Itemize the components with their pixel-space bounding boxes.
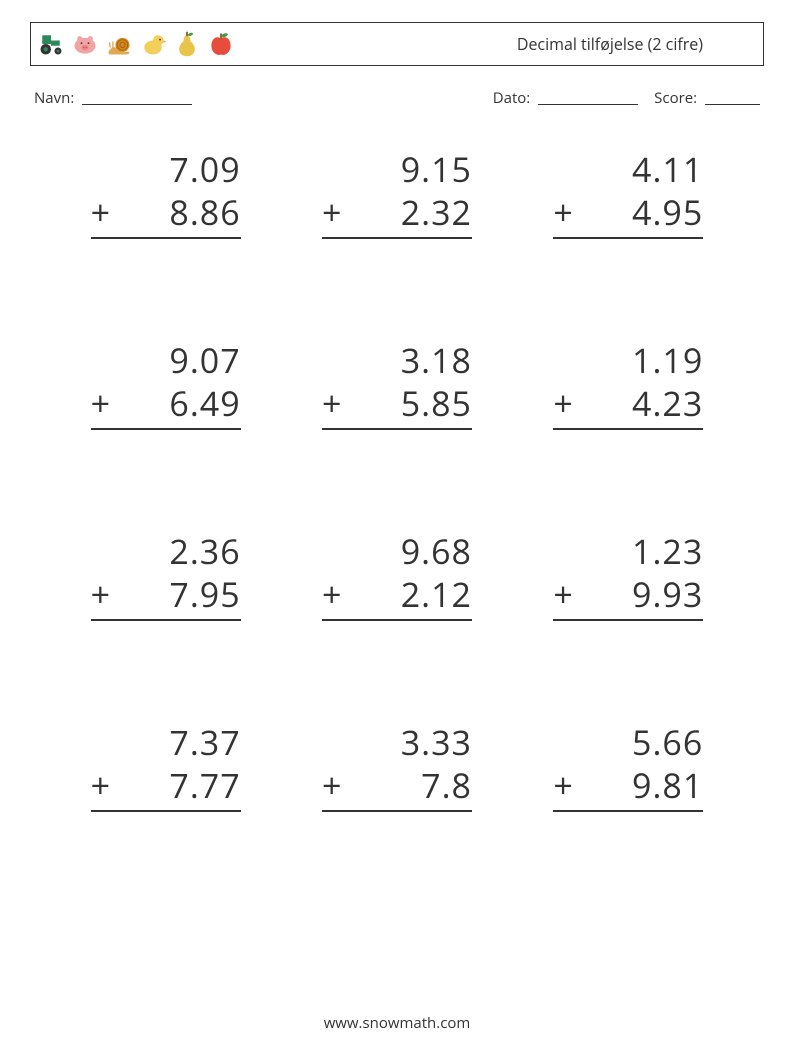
operand-bottom: 2.12: [346, 573, 472, 616]
date-blank[interactable]: [538, 104, 638, 105]
operand-bottom: 8.86: [115, 191, 241, 234]
operator: +: [553, 764, 577, 807]
answer-line: [91, 237, 241, 239]
operand-bottom-row: +8.86: [91, 191, 241, 234]
operand-bottom: 9.93: [577, 573, 703, 616]
pig-icon: [71, 30, 99, 58]
problem: 7.09+8.86: [91, 148, 241, 239]
operand-top: 7.37: [91, 721, 241, 764]
operand-top: 9.07: [91, 339, 241, 382]
operator: +: [91, 573, 115, 616]
operand-bottom: 4.95: [577, 191, 703, 234]
operand-bottom: 4.23: [577, 382, 703, 425]
answer-line: [553, 428, 703, 430]
problem: 9.07+6.49: [91, 339, 241, 430]
problem: 5.66+9.81: [553, 721, 703, 812]
answer-line: [553, 237, 703, 239]
operand-top: 7.09: [91, 148, 241, 191]
operand-bottom-row: +4.23: [553, 382, 703, 425]
operand-bottom-row: +5.85: [322, 382, 472, 425]
problem: 2.36+7.95: [91, 530, 241, 621]
pear-icon: [173, 30, 201, 58]
answer-line: [322, 810, 472, 812]
operator: +: [91, 764, 115, 807]
footer-url: www.snowmath.com: [0, 1013, 794, 1033]
operand-bottom-row: +4.95: [553, 191, 703, 234]
operand-bottom: 7.8: [346, 764, 472, 807]
meta-left: Navn:: [34, 88, 192, 108]
operand-bottom-row: +9.93: [553, 573, 703, 616]
operand-bottom-row: +7.8: [322, 764, 472, 807]
operand-top: 3.18: [322, 339, 472, 382]
operand-bottom-row: +7.77: [91, 764, 241, 807]
score-label-text: Score:: [654, 88, 697, 108]
name-blank[interactable]: [82, 104, 192, 105]
apple-icon: [207, 30, 235, 58]
operand-top: 1.23: [553, 530, 703, 573]
problem-grid: 7.09+8.869.15+2.324.11+4.959.07+6.493.18…: [30, 148, 764, 812]
operator: +: [553, 191, 577, 234]
operand-top: 4.11: [553, 148, 703, 191]
operand-top: 9.15: [322, 148, 472, 191]
operand-bottom-row: +2.12: [322, 573, 472, 616]
answer-line: [553, 619, 703, 621]
operand-bottom-row: +2.32: [322, 191, 472, 234]
operator: +: [322, 382, 346, 425]
operator: +: [553, 573, 577, 616]
problem: 3.33+7.8: [322, 721, 472, 812]
problem: 4.11+4.95: [553, 148, 703, 239]
score-blank[interactable]: [705, 104, 760, 105]
problem: 1.19+4.23: [553, 339, 703, 430]
operator: +: [322, 191, 346, 234]
answer-line: [553, 810, 703, 812]
problem: 3.18+5.85: [322, 339, 472, 430]
answer-line: [91, 428, 241, 430]
page: Decimal tilføjelse (2 cifre) Navn: Dato:…: [0, 0, 794, 1053]
problem: 9.68+2.12: [322, 530, 472, 621]
header-bar: Decimal tilføjelse (2 cifre): [30, 22, 764, 66]
operator: +: [322, 573, 346, 616]
operand-top: 2.36: [91, 530, 241, 573]
operator: +: [91, 382, 115, 425]
score-label: Score:: [654, 88, 760, 108]
answer-line: [322, 237, 472, 239]
problem: 9.15+2.32: [322, 148, 472, 239]
operator: +: [322, 764, 346, 807]
operand-bottom-row: +9.81: [553, 764, 703, 807]
operator: +: [91, 191, 115, 234]
name-label-text: Navn:: [34, 88, 74, 108]
operand-bottom: 5.85: [346, 382, 472, 425]
operand-bottom: 2.32: [346, 191, 472, 234]
answer-line: [322, 619, 472, 621]
chick-icon: [139, 30, 167, 58]
worksheet-title: Decimal tilføjelse (2 cifre): [517, 33, 753, 55]
date-label: Dato:: [493, 88, 638, 108]
operator: +: [553, 382, 577, 425]
meta-row: Navn: Dato: Score:: [30, 88, 764, 108]
problem: 1.23+9.93: [553, 530, 703, 621]
answer-line: [322, 428, 472, 430]
tractor-icon: [37, 30, 65, 58]
answer-line: [91, 619, 241, 621]
operand-bottom: 9.81: [577, 764, 703, 807]
operand-bottom-row: +7.95: [91, 573, 241, 616]
operand-top: 5.66: [553, 721, 703, 764]
snail-icon: [105, 30, 133, 58]
operand-top: 3.33: [322, 721, 472, 764]
name-label: Navn:: [34, 88, 192, 108]
answer-line: [91, 810, 241, 812]
meta-right: Dato: Score:: [493, 88, 760, 108]
operand-bottom: 7.95: [115, 573, 241, 616]
date-label-text: Dato:: [493, 88, 531, 108]
operand-top: 1.19: [553, 339, 703, 382]
problem: 7.37+7.77: [91, 721, 241, 812]
header-icon-row: [37, 30, 235, 58]
operand-bottom: 6.49: [115, 382, 241, 425]
operand-bottom-row: +6.49: [91, 382, 241, 425]
operand-bottom: 7.77: [115, 764, 241, 807]
operand-top: 9.68: [322, 530, 472, 573]
